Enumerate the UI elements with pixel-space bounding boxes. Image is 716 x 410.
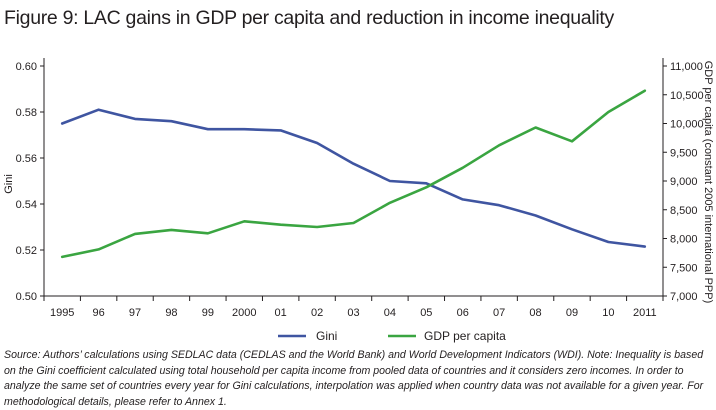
y-axis-label-left: Gini: [3, 174, 15, 194]
y-tick-label-right: 7,000: [670, 291, 698, 303]
left-axis-ticks: 0.50 0.52 0.54 0.56 0.58 0.60: [16, 61, 44, 303]
y-tick-label-left: 0.54: [16, 199, 37, 211]
x-tick-label: 2011: [633, 307, 657, 319]
x-tick-label: 97: [129, 307, 141, 319]
x-tick-label: 06: [457, 307, 469, 319]
y-tick-label-right: 10,500: [670, 90, 704, 102]
x-tick-label: 96: [92, 307, 104, 319]
y-tick-label-right: 8,000: [670, 234, 698, 246]
y-tick-label-right: 11,000: [670, 61, 703, 73]
figure-title: Figure 9: LAC gains in GDP per capita an…: [4, 7, 614, 29]
x-tick-label: 07: [493, 307, 505, 319]
x-tick-label: 03: [347, 307, 359, 319]
x-tick-label: 08: [529, 307, 541, 319]
y-tick-label-left: 0.50: [16, 291, 37, 303]
x-tick-label: 01: [275, 307, 287, 319]
x-tick-label: 10: [602, 307, 614, 319]
y-tick-label-right: 7,500: [670, 262, 698, 274]
y-tick-label-right: 9,500: [670, 147, 698, 159]
y-tick-label-right: 9,000: [670, 176, 698, 188]
x-tick-label: 09: [566, 307, 578, 319]
x-tick-label: 05: [420, 307, 432, 319]
y-axis-label-right: GDP per capita (constant 2005 internatio…: [702, 61, 714, 304]
axes: [43, 58, 664, 297]
y-tick-label-right: 8,500: [670, 205, 698, 217]
x-tick-label: 99: [202, 307, 214, 319]
right-axis-ticks: 7,000 7,500 8,000 8,500 9,000 9,500 10,000 10,5…: [663, 61, 704, 303]
y-tick-label-left: 0.58: [16, 107, 37, 119]
legend: Gini GDP per capita: [278, 329, 506, 343]
y-tick-label-right: 10,000: [670, 119, 704, 131]
x-tick-label: 02: [311, 307, 323, 319]
x-tick-label: 1995: [50, 307, 74, 319]
x-axis-ticks: 1995 96 97 98 99 2000 01 02 03 04 05 06 07 08 09 10 2011: [43, 296, 664, 319]
y-tick-label-left: 0.60: [16, 61, 37, 73]
y-tick-label-left: 0.56: [16, 153, 37, 165]
x-tick-label: 04: [384, 307, 396, 319]
x-tick-label: 2000: [232, 307, 256, 319]
series-line-gini: [60, 108, 647, 248]
series-layer: [60, 89, 647, 259]
chart: 0.50 0.52 0.54 0.56 0.58 0.60 7,000 7,500 8,000…: [3, 58, 714, 343]
legend-label-gini: Gini: [316, 329, 337, 343]
source-note: Source: Authors’ calculations using SEDL…: [4, 349, 704, 408]
legend-label-gdp-per-capita: GDP per capita: [424, 329, 506, 343]
series-line-gdp-per-capita: [60, 89, 647, 259]
x-tick-label: 98: [165, 307, 177, 319]
y-tick-label-left: 0.52: [16, 245, 37, 257]
